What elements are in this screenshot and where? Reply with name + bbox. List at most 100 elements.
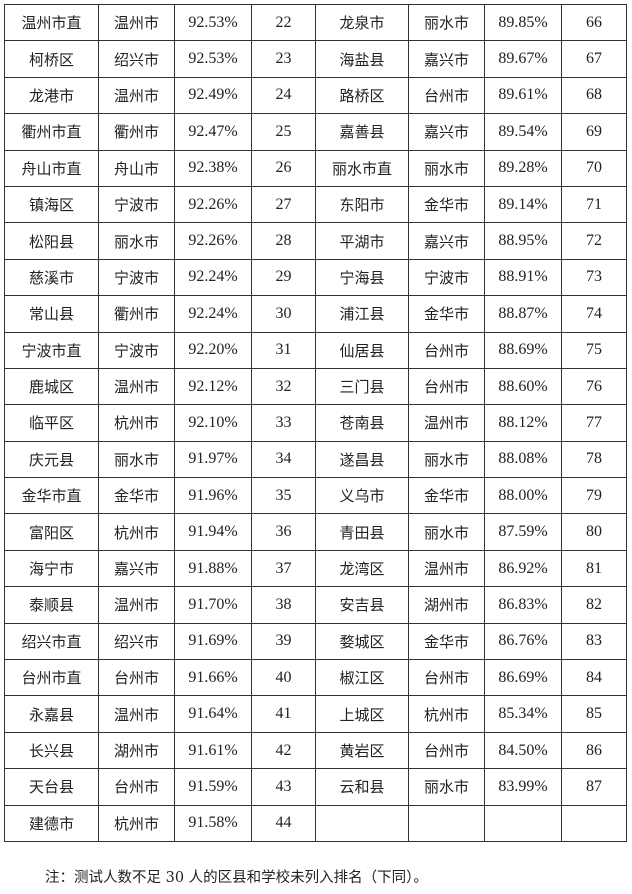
cell-rank: 25	[251, 113, 316, 151]
cell-rank: 43	[251, 768, 316, 806]
cell-district: 天台县	[4, 768, 99, 806]
cell-district: 黄岩区	[315, 731, 409, 770]
cell-rank: 23	[251, 40, 316, 78]
ranking-table: 温州市直 温州市 92.53% 22 龙泉市 丽水市 89.85% 66 柯桥区 绍兴市 92.53…	[4, 3, 627, 842]
cell-rank: 35	[251, 477, 316, 515]
cell-city: 温州市	[408, 404, 485, 442]
cell-district: 临平区	[4, 404, 99, 442]
cell-rate: 91.94%	[174, 513, 252, 551]
cell-rank: 74	[561, 295, 627, 333]
table-row: 泰顺县 温州市 91.70% 38 安吉县 湖州市 86.83% 82	[4, 586, 627, 624]
cell-city: 丽水市	[408, 3, 485, 42]
cell-city: 杭州市	[98, 404, 175, 442]
cell-rate: 92.24%	[174, 295, 252, 333]
cell-district: 泰顺县	[4, 586, 99, 624]
cell-city: 嘉兴市	[408, 40, 485, 78]
cell-rate: 91.69%	[174, 622, 252, 661]
cell-rank: 67	[561, 40, 627, 78]
table-row: 金华市直 金华市 91.96% 35 义乌市 金华市 88.00% 79	[4, 477, 627, 515]
table-row: 温州市直 温州市 92.53% 22 龙泉市 丽水市 89.85% 66	[4, 3, 627, 42]
cell-district: 海盐县	[315, 40, 409, 78]
table-row: 龙港市 温州市 92.49% 24 路桥区 台州市 89.61% 68	[4, 76, 627, 115]
cell-rank: 77	[561, 404, 627, 442]
cell-city: 杭州市	[98, 804, 175, 842]
cell-district: 丽水市直	[315, 149, 409, 187]
cell-rate: 92.53%	[174, 3, 252, 42]
cell-city: 台州市	[98, 768, 175, 806]
table-row: 衢州市直 衢州市 92.47% 25 嘉善县 嘉兴市 89.54% 69	[4, 113, 627, 151]
cell-district: 浦江县	[315, 295, 409, 333]
cell-city: 丽水市	[98, 440, 175, 479]
cell-city: 金华市	[408, 477, 485, 515]
cell-rank: 32	[251, 367, 316, 406]
table-row: 舟山市直 舟山市 92.38% 26 丽水市直 丽水市 89.28% 70	[4, 149, 627, 187]
cell-rank: 34	[251, 440, 316, 479]
cell-rank: 38	[251, 586, 316, 624]
cell-district: 宁海县	[315, 258, 409, 297]
cell-district: 婺城区	[315, 622, 409, 661]
cell-city: 丽水市	[408, 513, 485, 551]
cell-city: 舟山市	[98, 149, 175, 187]
cell-rate: 92.20%	[174, 331, 252, 369]
cell-city: 嘉兴市	[408, 222, 485, 260]
cell-district: 安吉县	[315, 586, 409, 624]
cell-district: 金华市直	[4, 477, 99, 515]
footnote: 注：测试人数不足 30 人的区县和学校未列入排名（下同）。	[45, 870, 428, 886]
cell-district: 嘉善县	[315, 113, 409, 151]
table-row: 常山县 衢州市 92.24% 30 浦江县 金华市 88.87% 74	[4, 295, 627, 333]
cell-city: 丽水市	[408, 149, 485, 187]
table-row: 富阳区 杭州市 91.94% 36 青田县 丽水市 87.59% 80	[4, 513, 627, 551]
cell-city: 湖州市	[408, 586, 485, 624]
cell-rank: 84	[561, 659, 627, 697]
cell-city: 湖州市	[98, 731, 175, 770]
cell-city: 绍兴市	[98, 40, 175, 78]
cell-rate: 92.26%	[174, 222, 252, 260]
cell-rate: 88.08%	[484, 440, 562, 479]
cell-rank: 79	[561, 477, 627, 515]
cell-city: 嘉兴市	[408, 113, 485, 151]
cell-district: 义乌市	[315, 477, 409, 515]
cell-city: 台州市	[98, 659, 175, 697]
cell-district: 遂昌县	[315, 440, 409, 479]
cell-city: 绍兴市	[98, 622, 175, 661]
cell-rank: 30	[251, 295, 316, 333]
cell-rank: 27	[251, 185, 316, 224]
cell-rank: 29	[251, 258, 316, 297]
cell-rate: 86.83%	[484, 586, 562, 624]
cell-rank: 73	[561, 258, 627, 297]
cell-rate: 91.61%	[174, 731, 252, 770]
cell-rate: 91.70%	[174, 586, 252, 624]
cell-district: 常山县	[4, 295, 99, 333]
cell-rank: 80	[561, 513, 627, 551]
cell-rank: 42	[251, 731, 316, 770]
cell-rank: 31	[251, 331, 316, 369]
cell-rate: 89.85%	[484, 3, 562, 42]
cell-rank: 85	[561, 695, 627, 733]
cell-rate: 91.58%	[174, 804, 252, 842]
cell-rate: 91.59%	[174, 768, 252, 806]
cell-rate: 86.69%	[484, 659, 562, 697]
table-row: 宁波市直 宁波市 92.20% 31 仙居县 台州市 88.69% 75	[4, 331, 627, 369]
cell-rate: 88.60%	[484, 367, 562, 406]
cell-district: 龙湾区	[315, 549, 409, 588]
cell-rank: 69	[561, 113, 627, 151]
table-row: 镇海区 宁波市 92.26% 27 东阳市 金华市 89.14% 71	[4, 185, 627, 224]
table-body: 温州市直 温州市 92.53% 22 龙泉市 丽水市 89.85% 66 柯桥区 绍兴市 92.53…	[4, 3, 627, 842]
cell-rank: 83	[561, 622, 627, 661]
cell-city: 温州市	[408, 549, 485, 588]
cell-city: 杭州市	[98, 513, 175, 551]
cell-rank: 28	[251, 222, 316, 260]
cell-rate: 88.69%	[484, 331, 562, 369]
table-row: 天台县 台州市 91.59% 43 云和县 丽水市 83.99% 87	[4, 768, 627, 806]
cell-rate: 88.95%	[484, 222, 562, 260]
cell-district: 绍兴市直	[4, 622, 99, 661]
cell-rate: 88.87%	[484, 295, 562, 333]
cell-rate: 92.10%	[174, 404, 252, 442]
cell-rate: 84.50%	[484, 731, 562, 770]
cell-district: 永嘉县	[4, 695, 99, 733]
cell-district: 仙居县	[315, 331, 409, 369]
cell-rate: 91.66%	[174, 659, 252, 697]
cell-rank: 26	[251, 149, 316, 187]
cell-rate: 89.61%	[484, 76, 562, 115]
cell-rate: 83.99%	[484, 768, 562, 806]
